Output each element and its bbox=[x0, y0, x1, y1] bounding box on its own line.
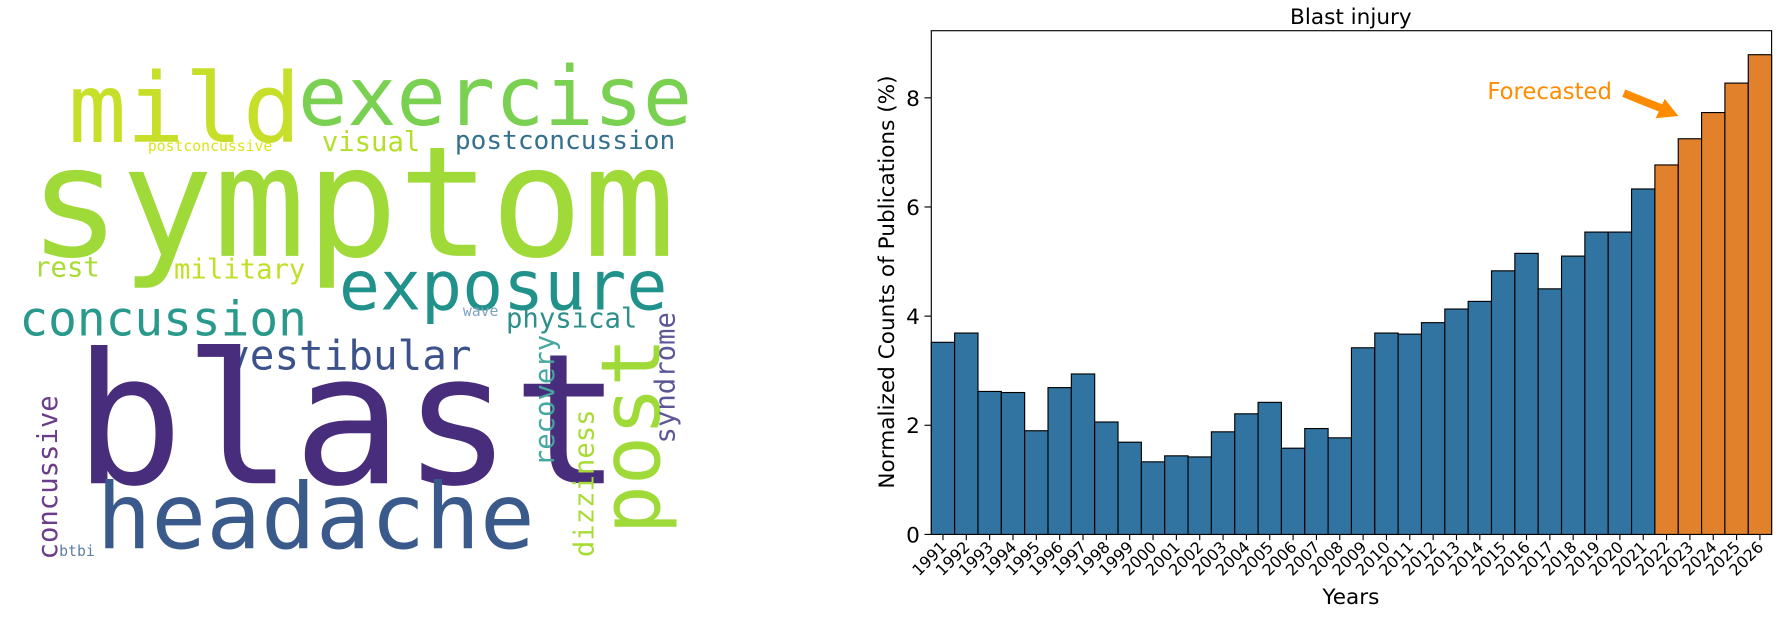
bar bbox=[1630, 188, 1656, 535]
word: military bbox=[174, 255, 305, 286]
bar bbox=[1677, 138, 1703, 535]
x-axis-label: Years bbox=[1321, 585, 1379, 610]
arrow-head bbox=[1655, 98, 1679, 119]
bar bbox=[1747, 54, 1773, 535]
word: exposure bbox=[339, 247, 668, 326]
word: concussion bbox=[19, 292, 306, 347]
bar bbox=[1164, 455, 1189, 535]
bar bbox=[1070, 373, 1096, 535]
bar bbox=[1607, 231, 1633, 535]
bar bbox=[1444, 308, 1469, 535]
word: physical bbox=[506, 303, 637, 334]
bar bbox=[1397, 333, 1423, 535]
word: vestibular bbox=[225, 332, 471, 380]
bar bbox=[1701, 111, 1726, 535]
word: wave bbox=[463, 303, 499, 320]
word: mild bbox=[68, 52, 301, 165]
word: exercise bbox=[298, 50, 692, 145]
arrow-shaft bbox=[1622, 89, 1666, 113]
bar bbox=[1420, 322, 1446, 535]
bar bbox=[1327, 437, 1353, 535]
annotation-arrow bbox=[1622, 89, 1679, 119]
word: visual bbox=[322, 127, 421, 158]
bar bbox=[1374, 332, 1399, 535]
bar bbox=[1210, 431, 1236, 535]
chart-title: Blast injury bbox=[1290, 5, 1412, 30]
y-tick-label: 4 bbox=[906, 305, 920, 330]
bar bbox=[1234, 413, 1259, 535]
bar bbox=[1514, 252, 1539, 535]
y-tick-label: 0 bbox=[906, 523, 920, 548]
bar bbox=[1024, 430, 1049, 535]
bar bbox=[1537, 288, 1563, 535]
bar bbox=[1350, 347, 1376, 535]
bar bbox=[1187, 456, 1212, 535]
bar bbox=[1654, 164, 1679, 535]
bar bbox=[1584, 231, 1609, 535]
word: post bbox=[585, 337, 680, 534]
bar bbox=[1304, 427, 1329, 535]
word: syndrome bbox=[650, 312, 681, 443]
word: dizziness bbox=[570, 409, 601, 557]
word: concussive bbox=[33, 395, 64, 559]
bar bbox=[1724, 82, 1749, 535]
bar bbox=[930, 341, 956, 535]
bar bbox=[1000, 391, 1026, 535]
word: blast bbox=[74, 314, 622, 526]
bar bbox=[1490, 270, 1516, 535]
y-tick-label: 6 bbox=[906, 196, 920, 221]
word: symptom bbox=[28, 115, 675, 293]
word: rest bbox=[34, 252, 100, 283]
annotation: Forecasted bbox=[1487, 79, 1612, 105]
bar bbox=[1280, 447, 1306, 535]
bar bbox=[1047, 387, 1072, 535]
bar bbox=[954, 332, 979, 535]
word: headache bbox=[97, 465, 535, 570]
bar bbox=[1467, 300, 1493, 535]
word: btbi bbox=[59, 543, 95, 560]
bar bbox=[1140, 461, 1166, 535]
bar bbox=[1257, 401, 1282, 535]
bar bbox=[1117, 441, 1142, 535]
word: postconcussion bbox=[455, 126, 675, 156]
word: recovery bbox=[530, 335, 561, 466]
y-axis-label: Normalized Counts of Publications (%) bbox=[875, 75, 900, 488]
bar bbox=[977, 390, 1002, 535]
bar bbox=[1560, 255, 1586, 535]
bar bbox=[1094, 421, 1119, 535]
y-tick-label: 8 bbox=[906, 87, 920, 112]
word: postconcussive bbox=[148, 138, 273, 155]
y-tick-label: 2 bbox=[906, 414, 920, 439]
